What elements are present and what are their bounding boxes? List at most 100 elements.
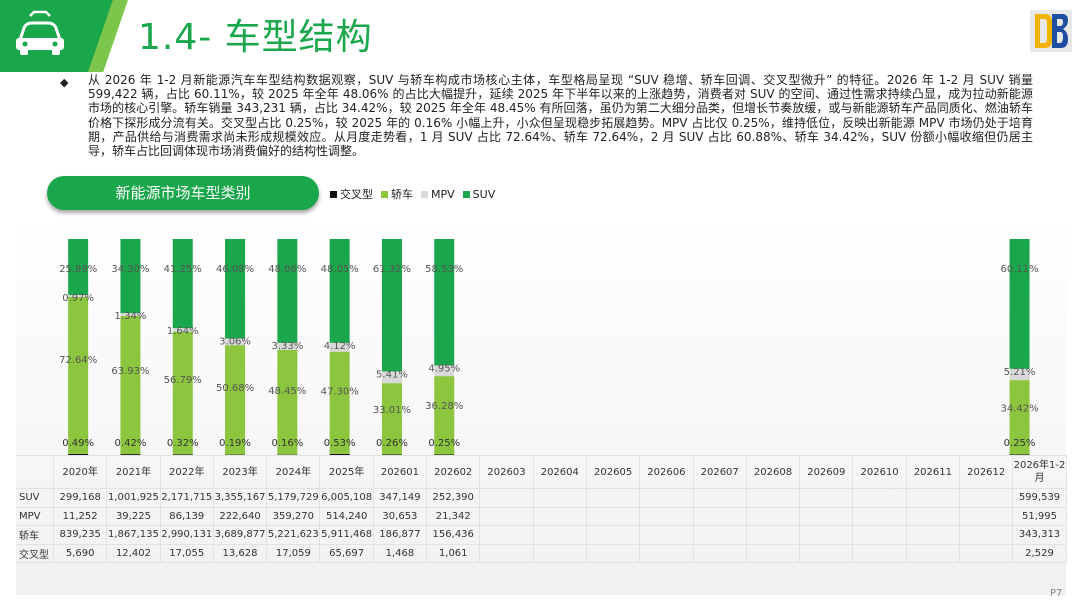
legend-swatch (381, 190, 388, 198)
table-cell (639, 488, 694, 508)
data-label-sedan: 34.42% (1000, 403, 1038, 414)
bar-segment-mpv (225, 338, 246, 346)
bar-segment-suv (68, 239, 89, 295)
table-cell: 17,059 (266, 543, 321, 563)
table-cell: 222,640 (212, 506, 268, 526)
data-label-suv: 41.25% (164, 264, 202, 275)
data-label-sedan: 48.45% (268, 386, 306, 397)
table-cell: 17,055 (159, 543, 214, 563)
bar-segment-crossover (381, 454, 402, 455)
legend-swatch (330, 190, 337, 198)
table-row: 轿车 839,235 1,867,135 2,990,131 3,689,877 5,22… (16, 525, 1067, 545)
table-cell (479, 543, 534, 563)
table-column-header: 2022年 (159, 455, 214, 489)
bar-segment-mpv (1009, 368, 1030, 381)
table-cell (959, 525, 1014, 545)
legend-label: SUV (472, 187, 496, 201)
data-label-sedan: 63.93% (111, 366, 149, 377)
legend-label: 轿车 (391, 188, 413, 201)
table-cell (692, 506, 747, 526)
table-cell: 156,436 (426, 525, 481, 545)
table-column-header: 202604 (532, 455, 587, 489)
table-corner-cell (16, 455, 54, 489)
data-label-mpv: 4.95% (428, 363, 460, 374)
table-row: SUV 299,168 1,001,925 2,171,715 3,355,167 5,1… (16, 488, 1067, 508)
bar-segment-suv (381, 239, 402, 372)
table-column-header: 202608 (745, 455, 801, 489)
table-cell (479, 488, 534, 508)
table-cell (959, 488, 1014, 508)
table-cell: 347,149 (372, 488, 428, 508)
table-cell (799, 488, 854, 508)
table-column-header: 202601 (372, 455, 428, 489)
bar-segment-sedan (329, 351, 350, 454)
table-row: MPV 11,252 39,225 86,139 222,640 359,270 514,2… (16, 506, 1067, 526)
table-row-label: MPV (16, 506, 54, 526)
table-cell (745, 543, 801, 563)
table-cell (585, 525, 641, 545)
data-label-mpv: 3.06% (219, 337, 251, 348)
table-cell (585, 488, 641, 508)
bar-segment-sedan (434, 376, 455, 455)
legend-item-crossover: 交叉型 (330, 186, 373, 202)
section-label: 新能源市场车型类别 (47, 176, 319, 210)
table-cell (852, 506, 907, 526)
table-column-header: 202612 (959, 455, 1014, 489)
legend-item-mpv: MPV (421, 188, 455, 201)
table-cell: 5,690 (52, 543, 108, 563)
table-column-header: 202611 (905, 455, 961, 489)
table-row: 交叉型 5,690 12,402 17,055 13,628 17,059 65,697 1,… (16, 543, 1067, 563)
table-cell (745, 525, 801, 545)
bar-segment-mpv (329, 342, 350, 352)
bar-segment-suv (1009, 239, 1030, 369)
table-cell (745, 506, 801, 526)
table-cell: 86,139 (159, 506, 214, 526)
data-label-crossover: 0.19% (219, 438, 251, 449)
data-label-suv: 61.32% (373, 264, 411, 275)
data-label-crossover: 0.32% (167, 438, 199, 449)
table-column-header: 2021年 (106, 455, 161, 489)
bar-segment-suv (277, 239, 298, 343)
data-label-sedan: 47.30% (321, 387, 359, 398)
page-title: 1.4- 车型结构 (138, 17, 373, 58)
legend-label: MPV (431, 187, 455, 201)
table-cell (692, 543, 747, 563)
data-label-crossover: 0.26% (376, 438, 408, 449)
data-label-suv: 48.06% (268, 264, 306, 275)
table-column-header: 202607 (692, 455, 747, 489)
table-column-header: 202605 (585, 455, 641, 489)
car-icon (16, 10, 64, 55)
table-cell (799, 525, 854, 545)
data-label-suv: 58.53% (425, 264, 463, 275)
table-cell: 599,539 (1012, 488, 1067, 508)
bar-segment-mpv (277, 342, 298, 351)
bar-segment-sedan (381, 383, 402, 455)
table-cell: 2,529 (1012, 543, 1067, 563)
table-cell: 1,867,135 (106, 525, 161, 545)
data-label-mpv: 3.33% (271, 341, 303, 352)
table-row-label: 交叉型 (16, 543, 54, 563)
data-label-suv: 60.11% (1000, 264, 1038, 275)
bar-segment-sedan (277, 350, 298, 455)
data-label-crossover: 0.42% (115, 438, 147, 449)
table-cell (905, 543, 961, 563)
bar-segment-crossover (172, 454, 193, 455)
table-cell: 2,171,715 (159, 488, 214, 508)
table-cell (905, 506, 961, 526)
table-cell: 839,235 (52, 525, 108, 545)
table-cell: 1,061 (426, 543, 481, 563)
data-label-suv: 34.30% (111, 264, 149, 275)
bar-segment-sedan (1009, 380, 1030, 455)
table-cell (852, 488, 907, 508)
table-cell (959, 506, 1014, 526)
chart-legend: 交叉型 轿车 MPV SUV (330, 186, 495, 202)
data-label-sedan: 50.68% (216, 383, 254, 394)
table-cell (479, 506, 534, 526)
data-label-sedan: 56.79% (164, 375, 202, 386)
bar-segment-suv (329, 239, 350, 343)
table-cell: 13,628 (212, 543, 268, 563)
bar-segment-sedan (68, 297, 89, 454)
data-label-mpv: 1.34% (115, 311, 147, 322)
data-label-crossover: 0.49% (62, 438, 94, 449)
bar-segment-sedan (172, 331, 193, 455)
